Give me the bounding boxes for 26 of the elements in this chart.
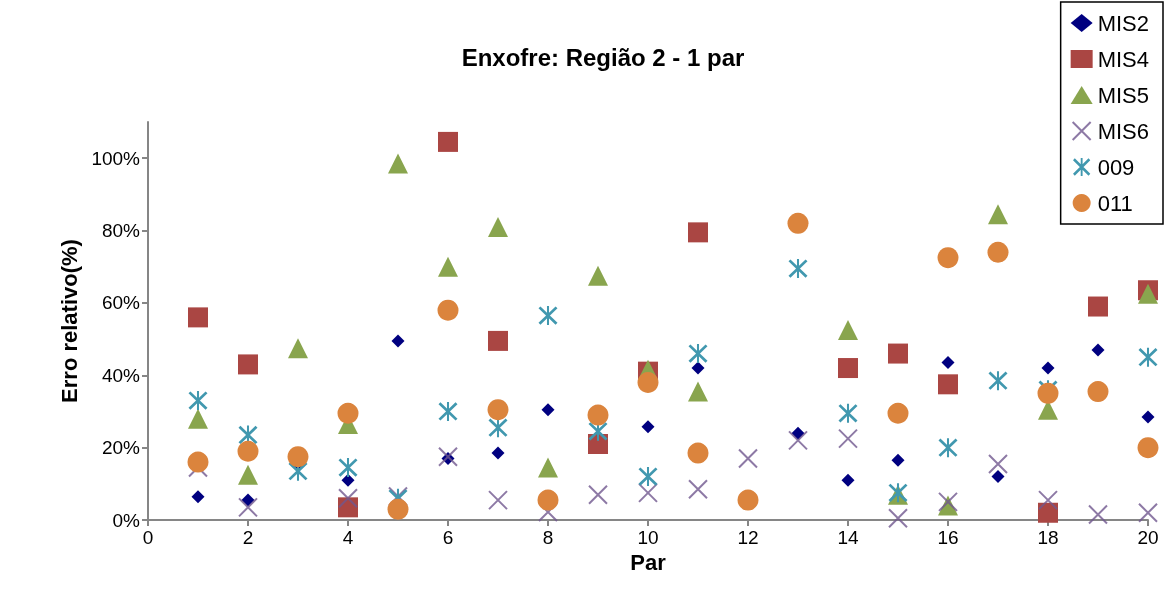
- y-tick-label: 60%: [101, 292, 141, 314]
- x-tick-label: 10: [637, 527, 659, 548]
- legend-label: MIS5: [1097, 82, 1150, 108]
- legend-label: 009: [1097, 154, 1135, 180]
- chart-title: Enxofre: Região 2 - 1 par: [461, 43, 745, 71]
- x-tick-label: 2: [242, 527, 254, 548]
- x-tick-label: 14: [837, 527, 859, 548]
- x-tick-label: 12: [737, 527, 759, 548]
- x-tick-label: 0: [142, 527, 154, 548]
- y-tick-label: 0%: [112, 509, 141, 531]
- legend-label: 011: [1097, 190, 1133, 216]
- legend-label: MIS4: [1097, 46, 1150, 72]
- x-tick-label: 20: [1137, 527, 1159, 548]
- x-axis-title: Par: [630, 550, 667, 576]
- x-tick-label: 16: [937, 527, 959, 548]
- legend-label: MIS2: [1097, 10, 1150, 36]
- x-tick-label: 8: [542, 527, 554, 548]
- y-tick-label: 100%: [91, 147, 141, 169]
- y-axis-title: Erro relativo(%): [57, 239, 83, 403]
- x-tick-label: 4: [342, 527, 354, 548]
- y-tick-label: 20%: [101, 437, 141, 459]
- legend-label: MIS6: [1097, 118, 1150, 144]
- y-tick-label: 40%: [101, 364, 141, 386]
- x-tick-label: 6: [442, 527, 454, 548]
- y-tick-label: 80%: [101, 220, 141, 242]
- x-tick-label: 18: [1037, 527, 1059, 548]
